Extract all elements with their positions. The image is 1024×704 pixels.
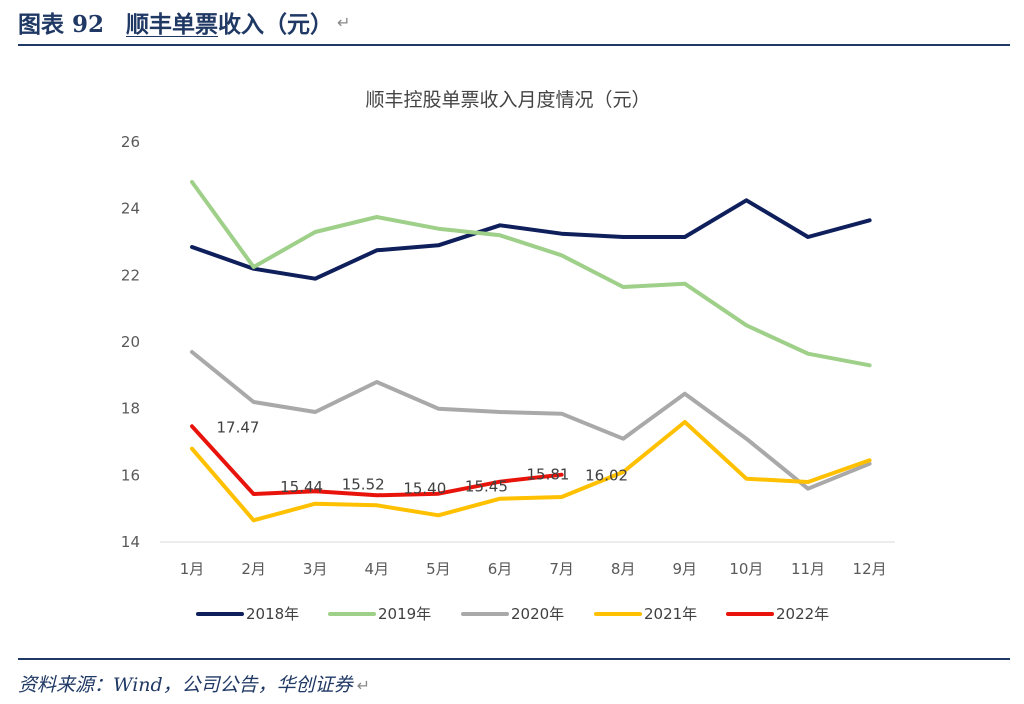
x-tick-label: 5月: [426, 560, 451, 578]
data-label: 15.52: [342, 475, 385, 493]
data-label: 15.45: [465, 478, 508, 496]
y-tick-label: 20: [121, 333, 140, 351]
data-label: 16.02: [585, 467, 628, 485]
x-tick-label: 6月: [488, 560, 513, 578]
legend-label: 2018年: [246, 605, 299, 623]
source-note: 资料来源：Wind，公司公告，华创证券 ↵: [18, 670, 370, 697]
y-tick-label: 14: [121, 533, 140, 551]
bottom-rule: [18, 658, 1010, 660]
series-line-2022年: [190, 424, 564, 498]
series-line-2021年: [190, 420, 872, 523]
x-tick-label: 9月: [673, 560, 698, 578]
x-tick-label: 12月: [853, 560, 887, 578]
data-label: 15.81: [527, 466, 570, 484]
legend-label: 2022年: [776, 605, 829, 623]
figure-title: 顺丰单票收入（元）: [126, 5, 333, 39]
legend-label: 2020年: [511, 605, 564, 623]
x-tick-label: 11月: [791, 560, 825, 578]
figure-title-rest: 收入（元）: [218, 11, 334, 38]
chart-title: 顺丰控股单票收入月度情况（元）: [365, 89, 650, 111]
y-tick-label: 22: [121, 266, 140, 284]
x-tick-label: 8月: [611, 560, 636, 578]
legend-label: 2021年: [644, 605, 697, 623]
y-tick-label: 24: [121, 200, 140, 218]
x-tick-label: 2月: [241, 560, 266, 578]
x-tick-label: 10月: [729, 560, 763, 578]
data-label: 15.44: [280, 478, 323, 496]
series-line-2019年: [190, 180, 872, 368]
x-tick-label: 4月: [365, 560, 390, 578]
figure-number: 图表 92: [18, 11, 105, 38]
data-label: 15.40: [403, 479, 446, 497]
x-tick-label: 7月: [549, 560, 574, 578]
x-tick-label: 1月: [180, 560, 205, 578]
figure-header: 图表 92 顺丰单票收入（元） ↵: [18, 4, 350, 40]
x-tick-label: 3月: [303, 560, 328, 578]
figure-title-underlined: 顺丰单票: [126, 11, 219, 38]
y-tick-label: 18: [121, 400, 140, 418]
return-mark-icon: ↵: [337, 12, 351, 32]
series-line-2018年: [190, 198, 872, 281]
data-label: 17.47: [217, 418, 260, 436]
y-tick-label: 16: [121, 466, 140, 484]
series-line-2020年: [190, 350, 872, 491]
top-rule: [18, 44, 1010, 46]
y-tick-label: 26: [121, 133, 140, 151]
source-text: 资料来源：Wind，公司公告，华创证券: [18, 674, 353, 696]
legend-label: 2019年: [378, 605, 431, 623]
return-mark-icon: ↵: [356, 676, 371, 695]
